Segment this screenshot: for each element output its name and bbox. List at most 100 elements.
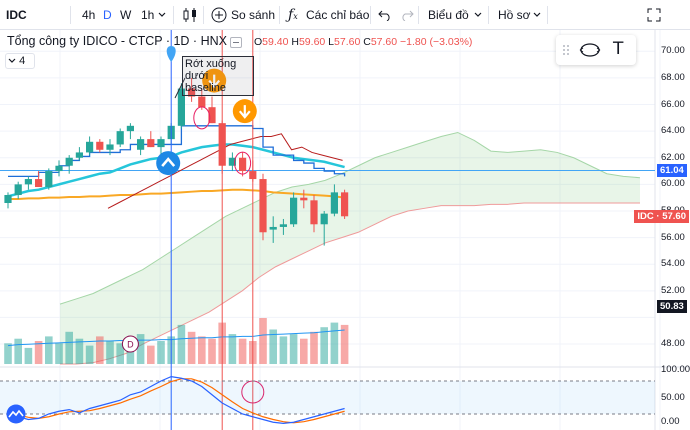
candle-body (106, 144, 114, 150)
indicators-toggle[interactable]: 4 (5, 53, 35, 69)
volume-bar (310, 331, 318, 364)
floating-drawing-toolbar: T (556, 35, 636, 65)
price-axis-label: 56.00 (661, 231, 685, 243)
slow-ma-line (8, 188, 345, 201)
candle-body (259, 179, 267, 233)
oscillator-axis-label: 50.00 (661, 391, 685, 403)
volume-bar (259, 318, 267, 364)
volume-bar (34, 341, 43, 364)
toolbar-divider (488, 6, 489, 24)
low-value: 57.60 (334, 36, 361, 48)
price-axis-tag: 50.83 (657, 299, 687, 313)
candle-body (14, 184, 22, 196)
chevron-down-icon[interactable] (533, 11, 541, 19)
candle-body (290, 197, 298, 225)
cloud-lower-line (60, 202, 640, 365)
candle-body (239, 157, 247, 172)
close-value: 57.60 (370, 36, 398, 48)
interval-1w[interactable]: W (120, 8, 132, 22)
interval-4h[interactable]: 4h (82, 8, 96, 22)
chevron-down-icon[interactable] (474, 11, 482, 19)
cloud-upper-line (59, 131, 641, 305)
toolbar-divider (203, 6, 204, 24)
chart-layout-button[interactable]: Biểu đồ (428, 8, 469, 22)
candle-body (4, 195, 12, 203)
open-value: 59.40 (262, 36, 289, 48)
candle-body (24, 179, 32, 185)
volume-bar (279, 336, 288, 364)
toolbar-divider (547, 6, 548, 24)
price-axis-label: 52.00 (661, 284, 685, 296)
candle-body (279, 224, 287, 227)
volume-bar (14, 338, 22, 364)
candles-icon[interactable] (181, 6, 199, 24)
interval-1h[interactable]: 1h (141, 8, 155, 22)
dividend-marker: D (121, 335, 139, 353)
volume-bar (320, 327, 328, 364)
volume-bar (289, 334, 298, 364)
volume-bar (75, 338, 84, 364)
volume-bar (238, 338, 247, 364)
toolbar-divider (173, 6, 174, 24)
candle-body (75, 152, 83, 158)
candle-body (137, 139, 145, 150)
annotation-connector (174, 77, 186, 99)
oscillator-axis-label: 0.00 (661, 416, 680, 427)
volume-bar (55, 343, 63, 364)
open-label: O (254, 36, 263, 48)
volume-bar (300, 338, 308, 364)
chevron-down-icon (8, 58, 16, 63)
tradingview-logo[interactable] (4, 404, 28, 424)
volume-bar (24, 347, 33, 364)
ichimoku-cloud (59, 131, 641, 365)
fx-icon[interactable]: ƒx (288, 7, 298, 23)
user-drawings: D (121, 30, 265, 430)
interval-1d[interactable]: D (103, 8, 112, 22)
symbol-search[interactable]: IDC (6, 8, 27, 22)
oscillator-axis-label: 100.00 (661, 364, 690, 375)
undo-icon[interactable] (378, 9, 392, 21)
volume-bar (208, 338, 216, 364)
candle-body (147, 139, 155, 148)
price-axis-tag: 61.04 (657, 164, 687, 178)
volume-bar (106, 341, 114, 364)
volume-bar (85, 345, 94, 364)
price-axis-label: 60.00 (661, 178, 685, 190)
fullscreen-icon[interactable] (646, 7, 662, 23)
toolbar-divider (70, 6, 71, 24)
volume-bar (4, 343, 12, 364)
candle-body (35, 179, 43, 188)
price-axis-label: 54.00 (661, 258, 685, 270)
volume-bar (147, 345, 155, 364)
volume-bar (45, 336, 53, 364)
price-axis-label: 64.00 (661, 125, 685, 137)
compare-button[interactable]: So sánh (231, 8, 276, 22)
redo-icon[interactable] (400, 9, 414, 21)
volume-bar (136, 334, 145, 364)
text-tool-icon[interactable]: T (613, 39, 624, 59)
price-axis-label: 70.00 (661, 45, 685, 57)
high-value: 59.60 (298, 36, 326, 48)
annotation-text[interactable]: Rớt xuống dưới baseline (182, 56, 254, 96)
candle-body (126, 125, 134, 132)
top-toolbar: IDC 4h D W 1h So sánh ƒx Các chỉ báo Biể… (0, 0, 690, 30)
price-chart[interactable]: D (0, 30, 690, 430)
volume-bar (269, 329, 277, 364)
pin-marker-icon (166, 46, 176, 62)
legend-collapse-button[interactable] (230, 37, 242, 48)
arrow-down-icon (232, 99, 257, 124)
chevron-down-icon[interactable] (158, 11, 166, 19)
lasso-icon[interactable] (578, 40, 602, 60)
plus-icon[interactable] (211, 7, 227, 23)
candle-body (96, 141, 104, 150)
profile-button[interactable]: Hồ sơ (498, 8, 531, 22)
indicators-button[interactable]: Các chỉ báo (306, 8, 370, 22)
candle-body (330, 192, 338, 214)
volume-bar (187, 331, 196, 364)
close-label: C (363, 36, 371, 48)
volume-bar (157, 341, 165, 364)
candle-body (320, 213, 328, 225)
drag-handle-icon[interactable] (562, 44, 570, 56)
toolbar-divider (418, 6, 419, 24)
candle-body (188, 88, 196, 97)
